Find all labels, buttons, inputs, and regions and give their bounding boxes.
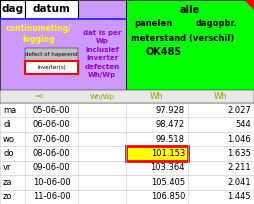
Text: dag: dag: [2, 4, 24, 14]
Text: wo: wo: [3, 135, 15, 144]
Bar: [0, 90, 254, 103]
Text: 10-06-00: 10-06-00: [33, 178, 70, 187]
Text: za: za: [3, 178, 12, 187]
Bar: [25, 61, 78, 74]
Text: 05-06-00: 05-06-00: [33, 106, 70, 115]
Text: 106.850: 106.850: [151, 192, 185, 201]
Text: 99.518: 99.518: [156, 135, 185, 144]
Bar: [0, 146, 254, 161]
Text: Wh/Wp: Wh/Wp: [89, 93, 115, 100]
Bar: [0, 0, 126, 90]
Text: 105.405: 105.405: [151, 178, 185, 187]
Text: do: do: [3, 149, 13, 158]
Text: ma: ma: [3, 106, 16, 115]
Text: vr: vr: [3, 163, 11, 172]
Text: inverter(s): inverter(s): [37, 65, 66, 70]
Text: 103.364: 103.364: [151, 163, 185, 172]
Text: 98.472: 98.472: [156, 120, 185, 129]
Text: defect of haperend: defect of haperend: [25, 52, 78, 57]
Text: 07-06-00: 07-06-00: [33, 135, 70, 144]
Bar: [0, 118, 254, 132]
Text: zo: zo: [3, 192, 12, 201]
Bar: [0, 175, 254, 190]
Text: 2.027: 2.027: [227, 106, 251, 115]
Bar: [0, 132, 254, 146]
Polygon shape: [245, 0, 254, 9]
Text: 1.046: 1.046: [227, 135, 251, 144]
Bar: [25, 0, 78, 18]
Text: 06-06-00: 06-06-00: [33, 120, 70, 129]
Text: 11-06-00: 11-06-00: [33, 192, 70, 201]
Text: 97.928: 97.928: [156, 106, 185, 115]
Bar: [0, 0, 25, 18]
Bar: [0, 18, 126, 20]
Bar: [0, 103, 254, 118]
Text: alle: alle: [180, 5, 200, 15]
Text: dagopbr.: dagopbr.: [196, 20, 238, 29]
Text: =c: =c: [34, 93, 44, 100]
Bar: [25, 48, 78, 61]
Text: 2.041: 2.041: [227, 178, 251, 187]
Bar: [126, 146, 188, 161]
Text: 1.635: 1.635: [227, 149, 251, 158]
Text: continumeting/
logging: continumeting/ logging: [6, 24, 72, 44]
Bar: [0, 161, 254, 175]
Text: dat is per
Wp
inclusief
inverter
defecten
Wh/Wp: dat is per Wp inclusief inverter defecte…: [83, 30, 121, 78]
Text: 101.153: 101.153: [151, 149, 185, 158]
Text: 2.211: 2.211: [227, 163, 251, 172]
Bar: [126, 0, 254, 90]
Text: 1.445: 1.445: [227, 192, 251, 201]
Text: datum: datum: [33, 4, 70, 14]
Text: Wh: Wh: [150, 92, 164, 101]
Text: Wh: Wh: [214, 92, 228, 101]
Text: meterstand (verschil): meterstand (verschil): [131, 33, 234, 42]
Text: 09-06-00: 09-06-00: [33, 163, 70, 172]
Text: di: di: [3, 120, 11, 129]
Bar: [0, 190, 254, 204]
Text: OK485: OK485: [146, 47, 182, 57]
Text: 544: 544: [235, 120, 251, 129]
Text: panelen: panelen: [134, 20, 172, 29]
Text: 08-06-00: 08-06-00: [33, 149, 70, 158]
